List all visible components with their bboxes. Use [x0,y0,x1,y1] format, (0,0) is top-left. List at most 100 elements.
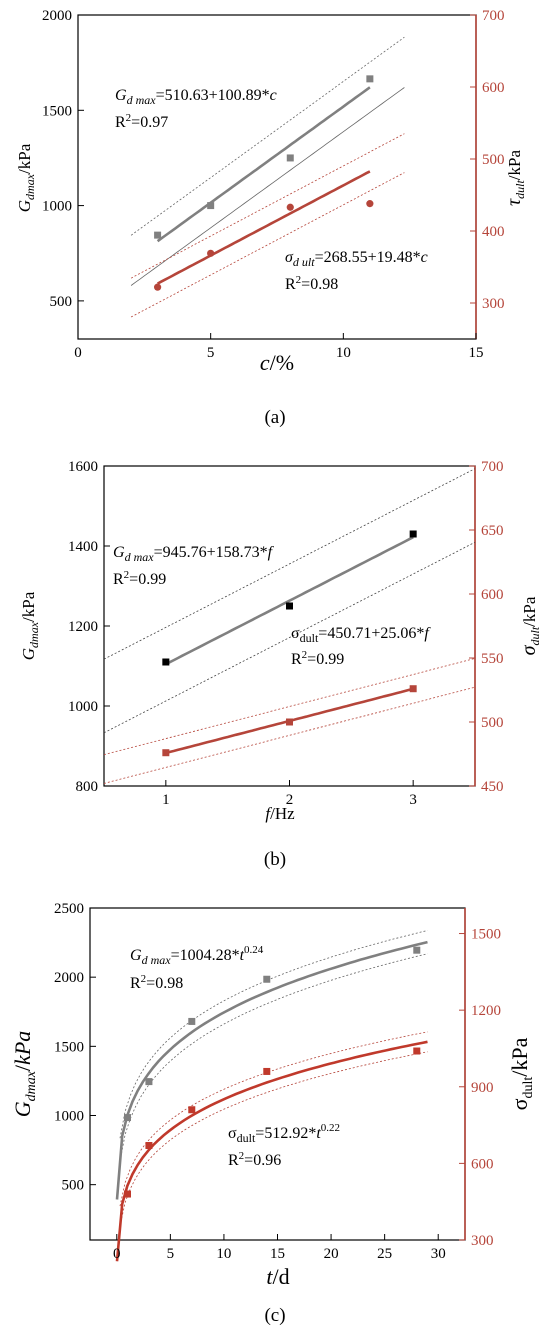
y-tick-label: 1500 [42,103,72,119]
y-tick-label: 1500 [54,1039,84,1055]
x-tick-label: 5 [207,345,215,361]
confidence-band-upper [103,658,476,756]
y2-tick-label: 500 [482,152,505,168]
confidence-band-lower [119,1051,428,1227]
data-point [124,1190,131,1198]
confidence-band-lower [103,541,476,734]
r-squared-s-a: R2=0.98 [285,274,338,293]
y-tick-label: 500 [50,294,73,310]
x-tick-label: 10 [216,1246,231,1262]
data-point [409,685,417,693]
y-tick-label: 2500 [54,901,84,917]
x-tick-label: 3 [409,792,417,808]
y-tick-label: 1200 [68,619,98,635]
data-point [263,975,271,983]
y-tick-label: 2000 [42,8,72,24]
data-point [162,658,170,666]
data-point [154,283,162,291]
y2-tick-label: 650 [481,523,504,539]
panel-a: 0 5 10 15 500 1000 1500 2000 300 400 500 600 700 c/%… [15,8,527,428]
y2-tick-label: 450 [481,779,504,795]
y2-tick-label: 550 [481,651,504,667]
y2-tick-label: 500 [481,715,504,731]
y2-tick-label: 700 [481,459,504,475]
confidence-band-upper [119,930,428,1139]
y-tick-label: 1000 [68,699,98,715]
y-tick-label: 1400 [68,539,98,555]
fit-line [156,170,371,285]
x-tick-label: 20 [324,1246,339,1262]
data-point [286,203,294,211]
y2-tick-label: 1500 [471,927,501,943]
panel-b: 1 2 3 800 1000 1200 1400 1600 450 500 550 600 650 700… [19,459,542,870]
y2-tick-label: 300 [482,296,505,312]
confidence-band-lower [130,87,405,286]
x-tick-label: 2 [286,792,294,808]
confidence-band-lower [130,172,405,318]
y2-tick-label: 400 [482,224,505,240]
data-point [286,154,294,162]
data-point [286,718,293,726]
data-point [409,530,417,538]
y-axis-label-c: Gdmax/kPa [10,1031,39,1118]
y-tick-label: 1600 [68,459,98,475]
x-tick-label: 25 [377,1246,392,1262]
x-axis-label-c: t/d [266,1264,289,1289]
x-tick-label: 10 [336,345,351,361]
panel-label-b: (b) [264,849,286,870]
confidence-band-upper [119,1031,428,1207]
y-tick-label: 1000 [54,1109,84,1125]
y-tick-label: 800 [76,779,99,795]
y-tick-label: 2000 [54,970,84,986]
data-point [154,231,162,239]
r-squared-g-b: R2=0.99 [113,569,166,588]
y-tick-label: 1000 [42,199,72,215]
y2-tick-label: 600 [471,1156,494,1172]
x-tick-label: 30 [431,1246,446,1262]
confidence-band-lower [103,686,476,784]
y2-axis-label-c: σdult/kPa [507,1037,536,1110]
fit-line [115,940,428,1200]
panel-label-a: (a) [264,407,285,428]
data-point [145,1142,153,1150]
data-point [188,1106,196,1114]
data-point [366,200,374,208]
data-point [413,946,421,954]
data-point [124,1114,131,1122]
panel-label-c: (c) [264,1305,285,1326]
x-tick-label: 15 [270,1246,285,1262]
panel-c: 0 5 10 15 20 25 30 500 1000 1500 2000 2500 300 600 900… [10,901,536,1326]
fit-line [165,536,414,666]
y2-tick-label: 600 [481,587,504,603]
fit-line [115,1040,428,1262]
y2-tick-label: 1200 [471,1003,501,1019]
confidence-band-upper [103,468,476,660]
confidence-band-upper [130,36,405,236]
y-tick-label: 500 [62,1178,85,1194]
data-point [207,202,215,210]
r-squared-s-c: R2=0.96 [228,1150,281,1169]
confidence-band-lower [119,953,428,1162]
y2-axis-label-b: σdult/kPa [518,596,542,655]
x-tick-label: 0 [113,1246,121,1262]
y2-tick-label: 900 [471,1080,494,1096]
data-point [207,249,215,257]
data-point [263,1067,271,1075]
data-point [145,1078,153,1086]
x-tick-label: 5 [167,1246,175,1262]
y-axis-label-b: Gdmax/kPa [19,591,41,660]
r-squared-s-b: R2=0.99 [291,649,344,668]
x-tick-label: 15 [469,345,484,361]
data-point [188,1017,196,1025]
data-point [286,602,293,610]
equation-s-c: σdult=512.92*t0.22 [228,1122,340,1145]
equation-s-b: σdult=450.71+25.06*f [291,625,431,645]
data-point [162,749,170,757]
equation-g-a: Gd max=510.63+100.89*c [115,87,277,107]
data-point [366,75,374,83]
data-point [413,1047,421,1055]
confidence-band-upper [130,133,405,279]
x-axis-label-b: f/Hz [265,804,295,823]
equation-g-b: Gd max=945.76+158.73*f [113,544,275,564]
